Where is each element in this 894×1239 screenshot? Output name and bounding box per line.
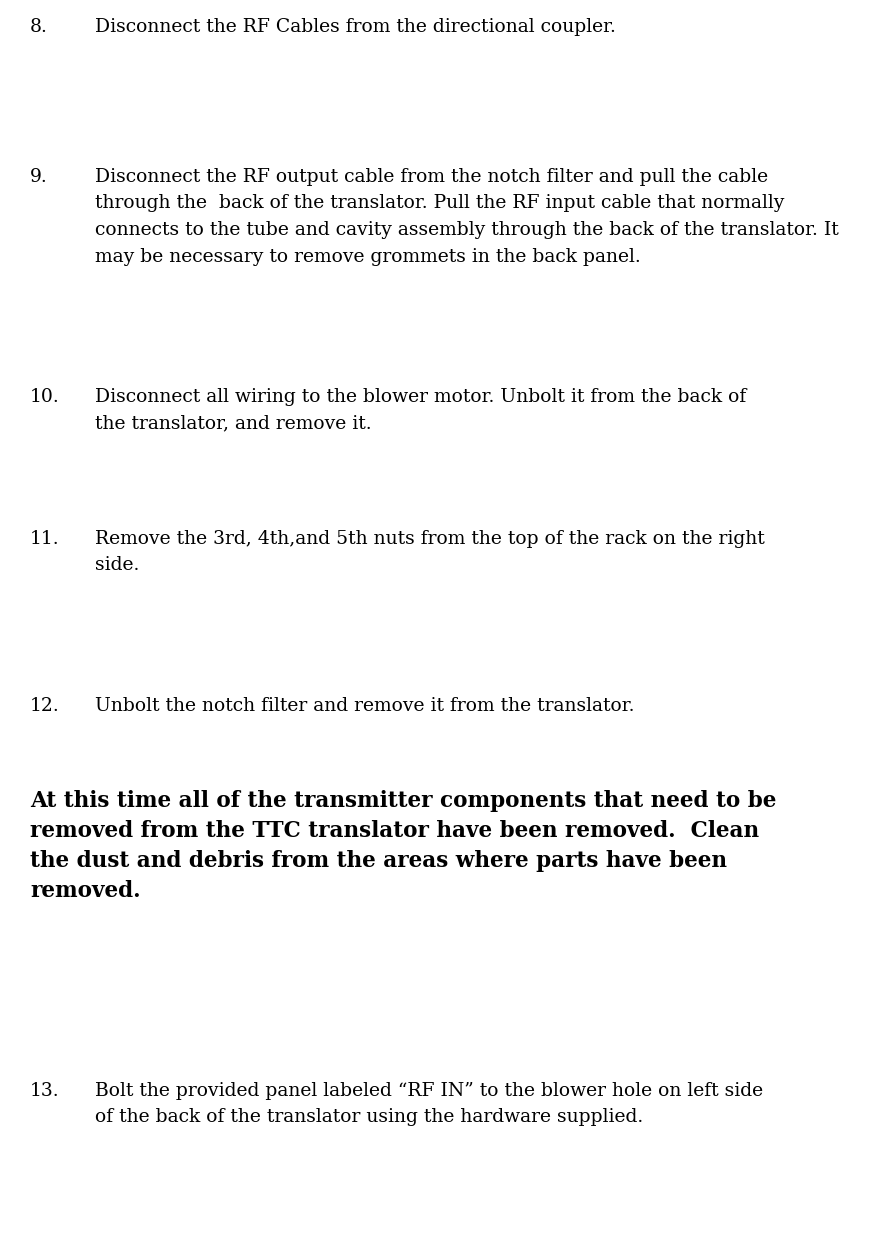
Text: through the  back of the translator. Pull the RF input cable that normally: through the back of the translator. Pull… bbox=[95, 195, 783, 213]
Text: connects to the tube and cavity assembly through the back of the translator. It: connects to the tube and cavity assembly… bbox=[95, 221, 838, 239]
Text: 11.: 11. bbox=[30, 530, 60, 548]
Text: may be necessary to remove grommets in the back panel.: may be necessary to remove grommets in t… bbox=[95, 248, 640, 265]
Text: Disconnect the RF Cables from the directional coupler.: Disconnect the RF Cables from the direct… bbox=[95, 19, 615, 36]
Text: 9.: 9. bbox=[30, 169, 47, 186]
Text: the translator, and remove it.: the translator, and remove it. bbox=[95, 415, 371, 432]
Text: side.: side. bbox=[95, 556, 139, 575]
Text: At this time all of the transmitter components that need to be: At this time all of the transmitter comp… bbox=[30, 790, 775, 812]
Text: Disconnect the RF output cable from the notch filter and pull the cable: Disconnect the RF output cable from the … bbox=[95, 169, 767, 186]
Text: of the back of the translator using the hardware supplied.: of the back of the translator using the … bbox=[95, 1109, 643, 1126]
Text: 8.: 8. bbox=[30, 19, 47, 36]
Text: Disconnect all wiring to the blower motor. Unbolt it from the back of: Disconnect all wiring to the blower moto… bbox=[95, 388, 746, 406]
Text: removed.: removed. bbox=[30, 880, 140, 902]
Text: removed from the TTC translator have been removed.  Clean: removed from the TTC translator have bee… bbox=[30, 820, 758, 843]
Text: the dust and debris from the areas where parts have been: the dust and debris from the areas where… bbox=[30, 850, 726, 872]
Text: 10.: 10. bbox=[30, 388, 60, 406]
Text: Bolt the provided panel labeled “RF IN” to the blower hole on left side: Bolt the provided panel labeled “RF IN” … bbox=[95, 1082, 763, 1100]
Text: Unbolt the notch filter and remove it from the translator.: Unbolt the notch filter and remove it fr… bbox=[95, 698, 634, 715]
Text: Remove the 3rd, 4th,and 5th nuts from the top of the rack on the right: Remove the 3rd, 4th,and 5th nuts from th… bbox=[95, 530, 763, 548]
Text: 13.: 13. bbox=[30, 1082, 60, 1100]
Text: 12.: 12. bbox=[30, 698, 60, 715]
